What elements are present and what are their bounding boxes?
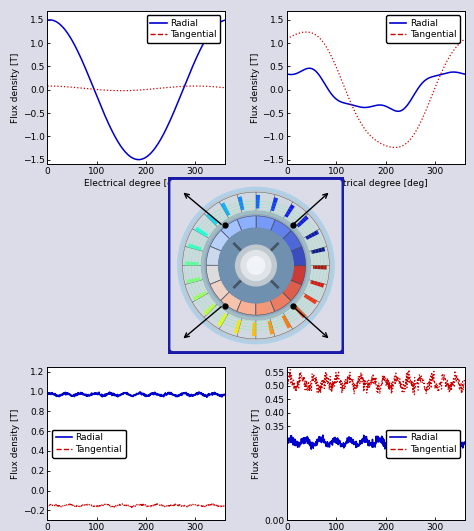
Wedge shape (206, 266, 221, 284)
Wedge shape (270, 313, 292, 337)
Wedge shape (237, 196, 245, 210)
Wedge shape (284, 204, 295, 218)
Wedge shape (217, 313, 228, 327)
Wedge shape (310, 280, 324, 288)
Wedge shape (309, 266, 329, 285)
Wedge shape (270, 194, 292, 218)
Wedge shape (182, 266, 203, 285)
Wedge shape (283, 304, 308, 329)
Wedge shape (193, 291, 207, 301)
Wedge shape (271, 220, 291, 239)
Circle shape (241, 251, 271, 280)
Wedge shape (303, 279, 327, 302)
Wedge shape (256, 195, 260, 209)
Wedge shape (291, 266, 306, 285)
Wedge shape (309, 246, 329, 266)
Wedge shape (195, 227, 208, 237)
Wedge shape (304, 294, 317, 304)
Wedge shape (256, 300, 274, 315)
Circle shape (219, 228, 293, 303)
Y-axis label: Flux density [T]: Flux density [T] (252, 408, 261, 479)
Wedge shape (203, 304, 216, 315)
X-axis label: Electrical degree [deg]: Electrical degree [deg] (84, 179, 188, 188)
Wedge shape (219, 313, 242, 337)
Wedge shape (221, 292, 241, 311)
Wedge shape (294, 306, 306, 318)
Wedge shape (204, 304, 229, 329)
Circle shape (178, 187, 334, 344)
Wedge shape (221, 220, 242, 239)
Wedge shape (185, 261, 199, 266)
Wedge shape (256, 216, 275, 231)
Legend: Radial, Tangential: Radial, Tangential (52, 430, 126, 458)
Wedge shape (219, 194, 242, 218)
Y-axis label: Flux density [T]: Flux density [T] (11, 408, 20, 479)
Legend: Radial, Tangential: Radial, Tangential (386, 430, 460, 458)
Wedge shape (283, 280, 301, 301)
Wedge shape (271, 197, 278, 211)
Wedge shape (237, 216, 256, 231)
Wedge shape (206, 213, 218, 225)
Wedge shape (210, 280, 229, 300)
Wedge shape (192, 213, 218, 238)
Wedge shape (185, 279, 209, 302)
Wedge shape (204, 202, 229, 227)
Wedge shape (311, 247, 325, 254)
Wedge shape (256, 318, 275, 339)
Wedge shape (305, 230, 319, 240)
Legend: Radial, Tangential: Radial, Tangential (386, 15, 460, 43)
Wedge shape (256, 192, 275, 213)
Wedge shape (282, 315, 292, 329)
Wedge shape (192, 293, 218, 318)
Wedge shape (267, 321, 274, 335)
Wedge shape (313, 266, 327, 270)
Wedge shape (188, 243, 202, 251)
Wedge shape (237, 318, 256, 339)
Wedge shape (210, 230, 229, 251)
Circle shape (236, 245, 276, 286)
Wedge shape (185, 229, 209, 252)
Wedge shape (252, 322, 256, 336)
Wedge shape (283, 231, 302, 251)
Circle shape (205, 215, 307, 316)
Wedge shape (283, 202, 308, 227)
Wedge shape (206, 246, 221, 265)
Legend: Radial, Tangential: Radial, Tangential (146, 15, 220, 43)
Wedge shape (294, 293, 319, 318)
Wedge shape (220, 202, 230, 216)
Y-axis label: Flux density [T]: Flux density [T] (11, 52, 20, 123)
FancyBboxPatch shape (168, 177, 344, 354)
Wedge shape (296, 216, 309, 227)
Wedge shape (237, 192, 256, 213)
Wedge shape (182, 246, 203, 266)
Circle shape (201, 211, 310, 320)
Y-axis label: Flux density [T]: Flux density [T] (251, 52, 260, 123)
X-axis label: Electrical degree [deg]: Electrical degree [deg] (324, 179, 428, 188)
Wedge shape (234, 320, 241, 334)
Wedge shape (291, 247, 306, 266)
Wedge shape (270, 292, 291, 311)
Wedge shape (237, 300, 255, 315)
Wedge shape (303, 229, 327, 252)
Circle shape (247, 256, 265, 275)
Circle shape (181, 191, 331, 340)
Wedge shape (294, 213, 319, 238)
Wedge shape (187, 277, 201, 284)
